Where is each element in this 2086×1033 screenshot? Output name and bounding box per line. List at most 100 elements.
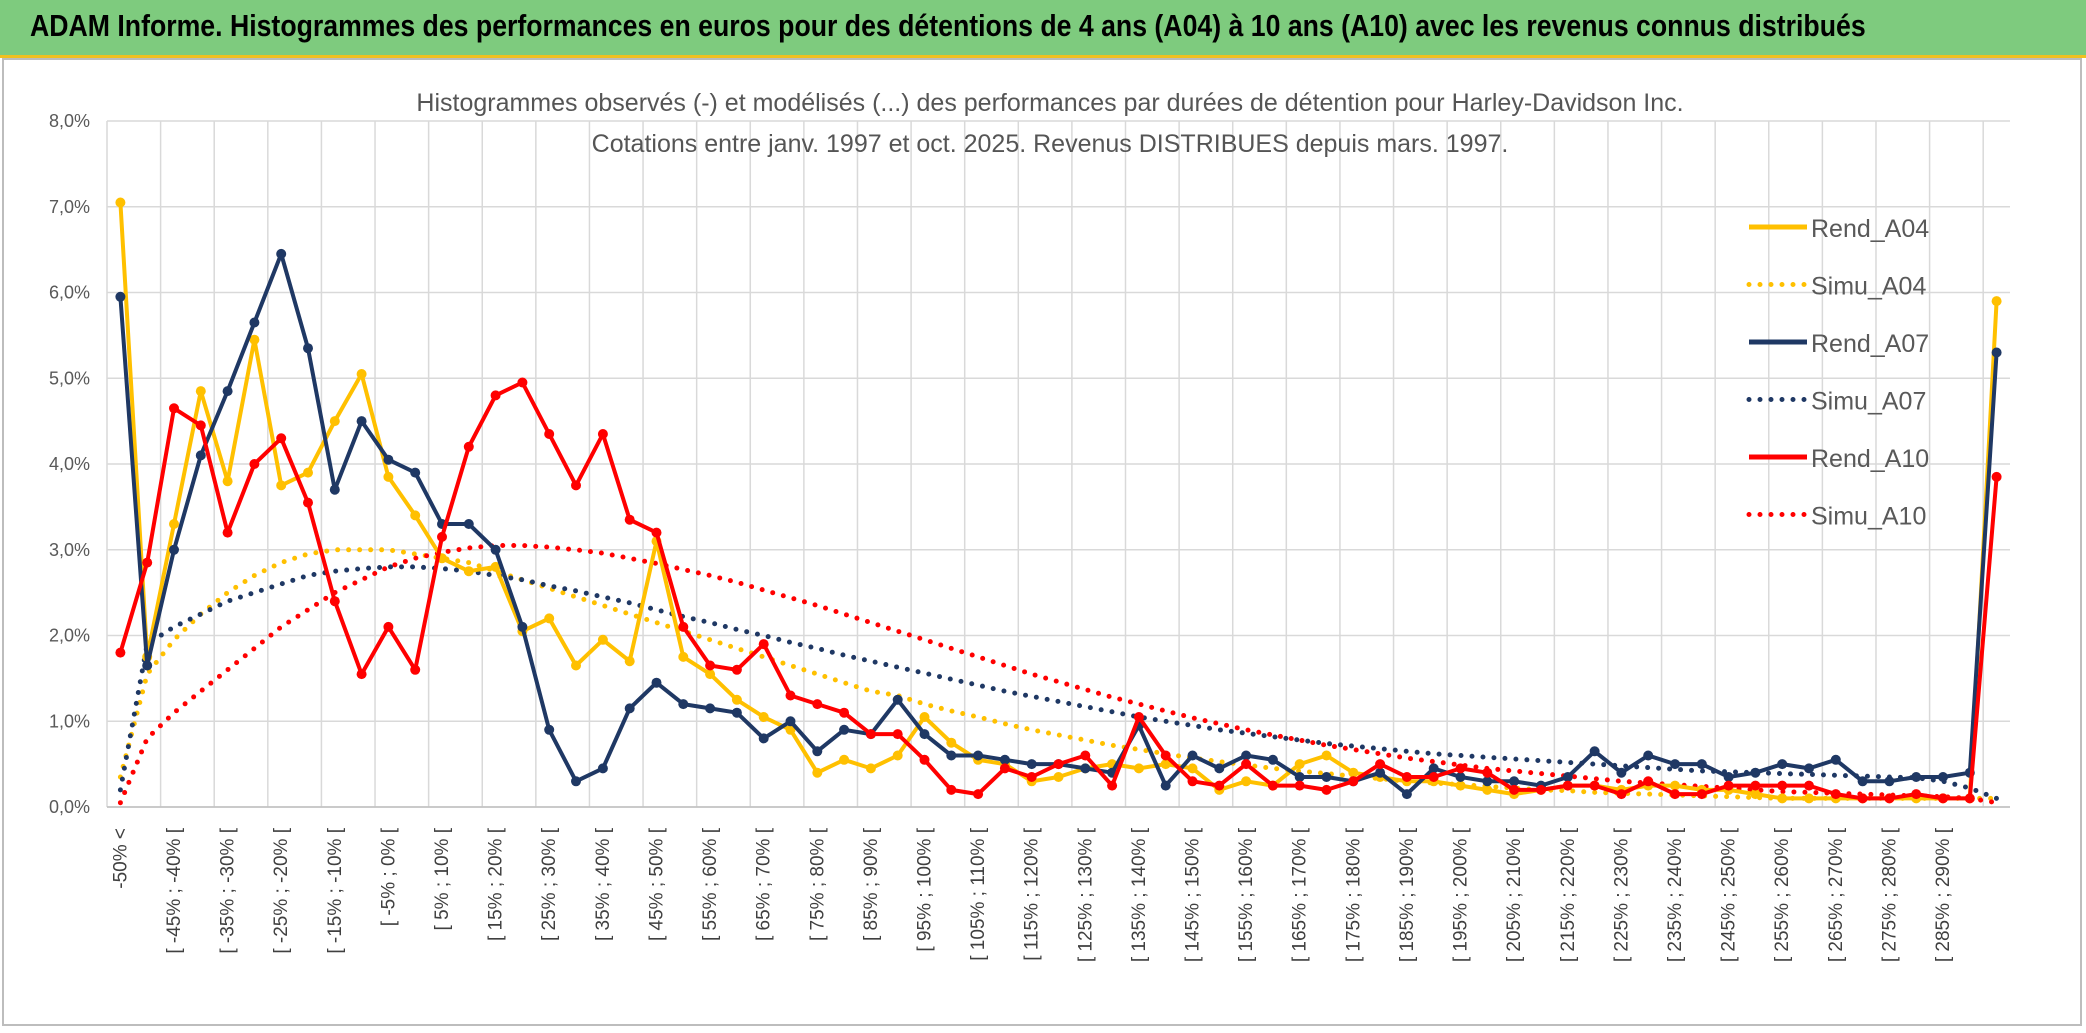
point-Rend_A04 <box>812 767 823 778</box>
point-Rend_A04 <box>1777 793 1788 804</box>
point-Rend_A10 <box>1053 759 1064 770</box>
x-tick-label: [ 35% ; 40% [ <box>593 827 614 941</box>
point-Rend_A04 <box>222 476 233 487</box>
point-Rend_A10 <box>356 669 367 680</box>
x-tick-label: [ -35% ; -30% [ <box>218 827 239 953</box>
point-Rend_A04 <box>1348 767 1359 778</box>
x-tick-label: [ 245% ; 250% [ <box>1719 827 1740 962</box>
point-Rend_A07 <box>1616 767 1627 778</box>
x-tick-label: [ 265% ; 270% [ <box>1826 827 1847 962</box>
point-Rend_A10 <box>410 664 421 675</box>
point-Rend_A07 <box>1643 750 1654 761</box>
y-tick-label: 1,0% <box>49 711 90 731</box>
point-Rend_A07 <box>1884 776 1895 787</box>
point-Rend_A10 <box>678 621 689 632</box>
point-Rend_A07 <box>1375 767 1386 778</box>
x-tick-label: [ 95% ; 100% [ <box>914 827 935 951</box>
x-tick-label: [ 225% ; 230% [ <box>1611 827 1632 962</box>
x-tick-label: [ 235% ; 240% [ <box>1665 827 1686 962</box>
x-tick-label: [ 175% ; 180% [ <box>1343 827 1364 962</box>
x-tick-label: [ 125% ; 130% [ <box>1075 827 1096 962</box>
point-Rend_A07 <box>1723 772 1734 782</box>
point-Rend_A10 <box>999 763 1010 774</box>
point-Rend_A10 <box>1428 772 1439 782</box>
point-Rend_A07 <box>142 660 153 671</box>
point-Rend_A10 <box>865 729 876 740</box>
point-Rend_A04 <box>678 651 689 662</box>
x-tick-label: [ -25% ; -20% [ <box>271 827 292 953</box>
point-Rend_A07 <box>1321 772 1332 782</box>
point-Rend_A10 <box>839 707 850 718</box>
point-Rend_A10 <box>1723 780 1734 791</box>
point-Rend_A07 <box>892 694 903 705</box>
x-tick-label: [ 15% ; 20% [ <box>486 827 507 941</box>
x-tick-label: [ 205% ; 210% [ <box>1504 827 1525 962</box>
point-Rend_A07 <box>1991 347 2002 358</box>
y-tick-label: 0,0% <box>49 797 90 817</box>
point-Rend_A04 <box>249 334 260 345</box>
point-Rend_A07 <box>946 750 957 761</box>
point-Rend_A10 <box>973 789 984 800</box>
point-Rend_A04 <box>1133 763 1144 774</box>
point-Rend_A10 <box>731 664 742 675</box>
point-Rend_A10 <box>1911 789 1922 800</box>
legend-item-Simu_A04: Simu_A04 <box>1746 273 1926 301</box>
point-Rend_A04 <box>463 566 474 577</box>
legend-item-Rend_A04: Rend_A04 <box>1749 215 1929 243</box>
point-Rend_A10 <box>1482 767 1493 778</box>
point-Rend_A04 <box>731 694 742 705</box>
point-Rend_A07 <box>1080 763 1091 774</box>
gridlines <box>106 120 2010 808</box>
point-Rend_A04 <box>705 669 716 680</box>
point-Rend_A07 <box>1857 776 1868 787</box>
point-Rend_A10 <box>1670 789 1680 800</box>
point-Rend_A10 <box>1536 784 1546 795</box>
point-Rend_A07 <box>303 343 313 354</box>
point-Rend_A07 <box>356 416 367 427</box>
point-Rend_A04 <box>785 724 796 735</box>
point-Rend_A10 <box>142 557 153 568</box>
point-Rend_A07 <box>329 484 340 495</box>
point-Rend_A04 <box>1482 784 1493 795</box>
legend-label: Rend_A07 <box>1811 330 1929 358</box>
point-Rend_A10 <box>1562 780 1573 791</box>
point-Rend_A10 <box>437 531 447 542</box>
point-Rend_A07 <box>463 519 474 529</box>
point-Rend_A10 <box>1509 784 1520 795</box>
point-Rend_A07 <box>1750 767 1761 778</box>
point-Rend_A07 <box>383 454 394 465</box>
point-Rend_A07 <box>169 544 179 555</box>
point-Rend_A07 <box>651 677 662 688</box>
point-Rend_A04 <box>1053 772 1064 782</box>
point-Rend_A04 <box>544 613 555 624</box>
point-Rend_A04 <box>571 660 581 671</box>
point-Rend_A07 <box>999 754 1010 765</box>
point-Rend_A04 <box>946 737 957 748</box>
point-Rend_A10 <box>705 660 716 671</box>
point-Rend_A10 <box>1107 780 1118 791</box>
point-Rend_A04 <box>1241 776 1252 787</box>
point-Rend_A07 <box>1428 763 1439 774</box>
point-Rend_A10 <box>463 441 474 452</box>
point-Rend_A07 <box>1562 772 1573 782</box>
x-tick-label: [ 45% ; 50% [ <box>646 827 667 941</box>
point-Rend_A10 <box>785 690 796 701</box>
x-tick-label: [ 275% ; 280% [ <box>1879 827 1900 962</box>
point-Rend_A07 <box>678 699 689 710</box>
point-Rend_A10 <box>303 497 313 508</box>
legend: Rend_A04 Simu_A04 Rend_A07 Simu_A07 Rend_A10… <box>1746 215 1929 531</box>
x-tick-label: [ 155% ; 160% [ <box>1236 827 1257 962</box>
point-Rend_A07 <box>812 746 823 757</box>
point-Rend_A07 <box>1187 750 1198 761</box>
point-Rend_A07 <box>1455 772 1466 782</box>
x-tick-label: [ 135% ; 140% [ <box>1129 827 1150 962</box>
point-Rend_A10 <box>249 459 260 469</box>
point-Rend_A10 <box>490 390 501 401</box>
chart-area: Histogrammes observés (-) et modélisés (… <box>2 58 2082 1026</box>
point-Rend_A07 <box>1241 750 1252 761</box>
point-Rend_A07 <box>410 467 421 478</box>
point-Rend_A10 <box>651 527 662 538</box>
point-Rend_A10 <box>195 420 206 431</box>
series-Simu_A07 <box>117 564 2000 801</box>
point-Rend_A10 <box>624 514 635 525</box>
